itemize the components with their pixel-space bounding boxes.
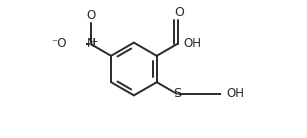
Text: S: S <box>173 87 181 100</box>
Text: OH: OH <box>226 87 244 100</box>
Text: O: O <box>86 9 95 22</box>
Text: ⁻O: ⁻O <box>52 37 67 50</box>
Text: +: + <box>90 37 98 47</box>
Text: O: O <box>174 6 184 19</box>
Text: OH: OH <box>183 37 201 50</box>
Text: N: N <box>87 37 95 50</box>
